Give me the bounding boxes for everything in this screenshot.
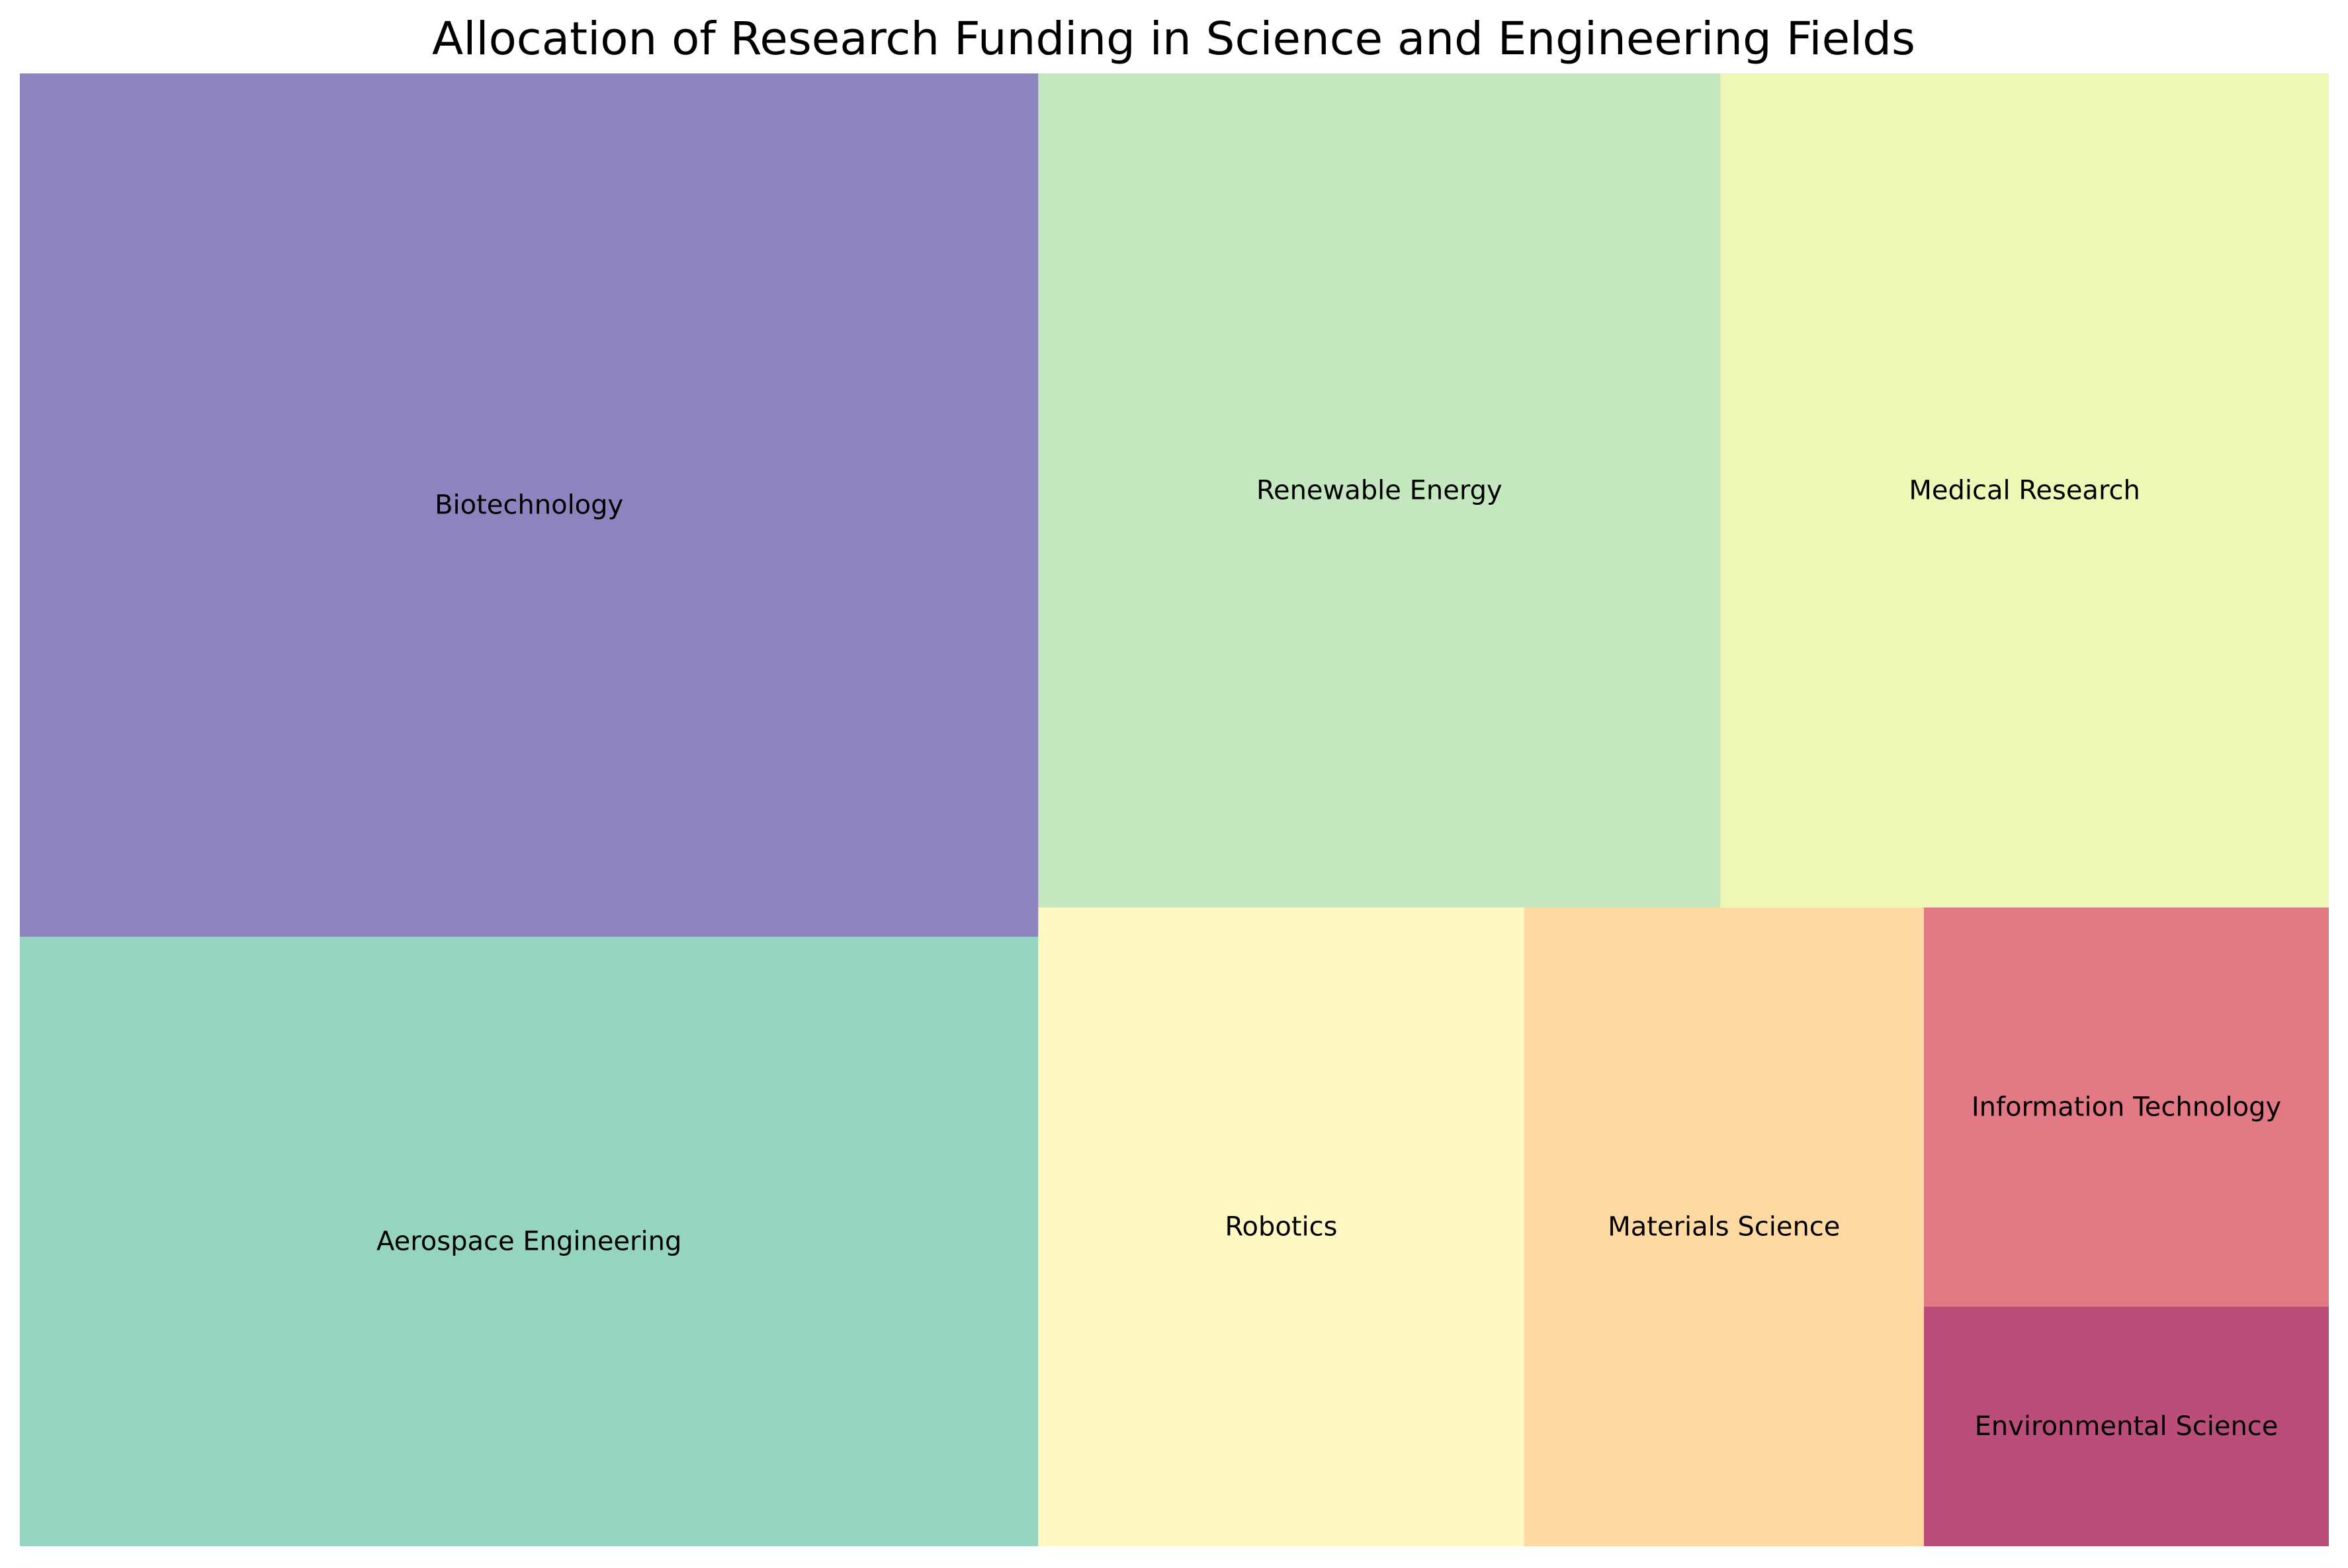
tile-biotechnology [20, 73, 1039, 937]
tile-label-medical-research: Medical Research [1909, 475, 2140, 505]
tile-label-aerospace-engineering: Aerospace Engineering [376, 1226, 681, 1256]
tile-robotics [1038, 907, 1524, 1546]
tile-label-materials-science: Materials Science [1608, 1211, 1840, 1242]
treemap-tiles: Biotechnology Aerospace Engineering Renewa… [20, 73, 2329, 1546]
tile-label-robotics: Robotics [1225, 1211, 1338, 1242]
tile-materials-science [1524, 907, 1925, 1546]
tile-label-information-technology: Information Technology [1972, 1092, 2281, 1122]
tile-renewable-energy [1038, 73, 1721, 908]
tile-medical-research [1720, 73, 2329, 908]
tile-label-environmental-science: Environmental Science [1975, 1411, 2279, 1442]
tile-label-biotechnology: Biotechnology [435, 490, 623, 520]
tile-label-renewable-energy: Renewable Energy [1256, 475, 1502, 505]
tile-aerospace-engineering [20, 936, 1039, 1546]
tile-environmental-science [1924, 1306, 2329, 1546]
tile-information-technology [1924, 907, 2329, 1307]
chart-title: Allocation of Research Funding in Scienc… [432, 13, 1915, 65]
